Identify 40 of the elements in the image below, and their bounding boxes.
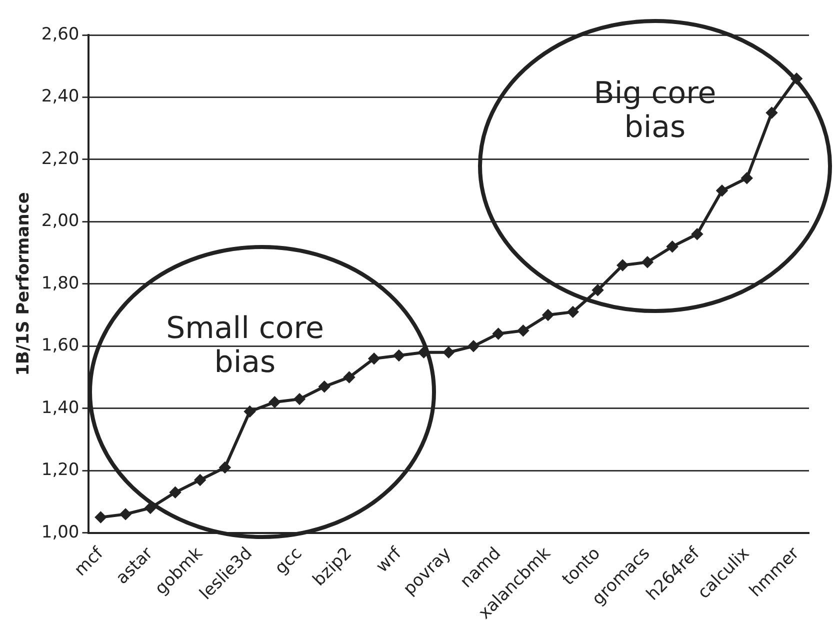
y-tick-label: 1,60 (41, 336, 80, 356)
point (666, 241, 678, 252)
point (368, 353, 380, 364)
point (642, 256, 653, 268)
point (344, 372, 355, 383)
y-tick-label: 1,40 (41, 398, 80, 418)
point (567, 306, 578, 318)
point (766, 107, 778, 118)
point (269, 396, 280, 408)
point (741, 172, 752, 184)
y-tick-label: 1,20 (41, 460, 80, 480)
point (244, 406, 256, 418)
point (120, 508, 132, 520)
y-axis-title: 1B/1S Performance (14, 192, 34, 376)
point (692, 228, 703, 240)
y-tick-label: 2,60 (41, 24, 80, 44)
point (542, 310, 554, 321)
point (492, 328, 504, 340)
y-tick-label: 2,20 (41, 148, 80, 169)
point (294, 394, 306, 405)
point (443, 346, 454, 358)
y-tick-label: 1,80 (41, 273, 80, 294)
point (318, 381, 330, 392)
point (170, 486, 181, 498)
y-tick-label: 2,40 (41, 86, 80, 107)
point (194, 474, 206, 486)
point (617, 260, 628, 271)
y-tick-label: 1,00 (41, 522, 80, 542)
y-tick-label: 2,00 (41, 211, 80, 232)
point (468, 340, 479, 352)
point (393, 350, 404, 361)
annotation: Small core bias (165, 311, 325, 380)
x-tick-label: wrf (372, 542, 406, 577)
point (219, 462, 230, 474)
x-tick-label: gcc (271, 544, 306, 579)
point (716, 185, 728, 196)
point (592, 284, 604, 296)
point (518, 325, 529, 336)
point (144, 502, 156, 514)
point (95, 512, 106, 523)
